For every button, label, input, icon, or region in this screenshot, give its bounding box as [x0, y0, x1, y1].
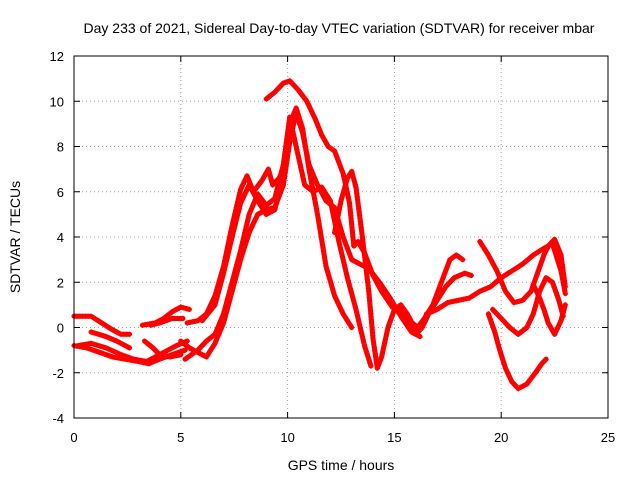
y-tick-label-10: 10 [50, 94, 64, 109]
series-track-16 [477, 236, 568, 306]
x-tick-label-25: 25 [601, 430, 615, 445]
series-line-track-18 [485, 311, 549, 392]
x-tick-label-0: 0 [70, 430, 77, 445]
y-tick-label--2: -2 [52, 366, 64, 381]
series-track-7 [148, 315, 186, 328]
series-markers-track-5 [141, 338, 184, 360]
data-series [71, 78, 568, 392]
series-line-track-10 [184, 166, 286, 326]
series-line-track-8 [178, 110, 423, 360]
y-tick-label-12: 12 [50, 49, 64, 64]
x-tick-label-15: 15 [387, 430, 401, 445]
y-tick-label-4: 4 [57, 230, 64, 245]
series-markers-track-19 [530, 281, 568, 337]
series-markers-track-3 [75, 338, 190, 364]
series-track-8 [178, 110, 423, 360]
series-markers-track-4 [88, 329, 133, 351]
series-track-17 [490, 275, 566, 337]
series-line-track-13 [332, 168, 466, 371]
series-line-track-11 [199, 105, 355, 330]
series-track-12 [263, 78, 421, 331]
series-track-4 [88, 329, 133, 351]
axis-ticks: 0 5 10 15 20 25 -4 -2 0 2 4 6 8 10 12 [50, 49, 616, 445]
x-tick-label-5: 5 [177, 430, 184, 445]
series-markers-track-18 [485, 311, 549, 392]
y-tick-label--4: -4 [52, 411, 64, 426]
series-track-5 [141, 338, 184, 360]
series-track-19 [530, 281, 568, 337]
grid [74, 56, 608, 418]
chart-title: Day 233 of 2021, Sidereal Day-to-day VTE… [84, 20, 595, 36]
series-track-13 [332, 168, 466, 371]
series-track-18 [485, 311, 549, 392]
series-markers-track-10 [184, 166, 286, 326]
series-markers-track-13 [332, 168, 466, 371]
series-track-11 [199, 105, 355, 331]
series-track-6 [139, 304, 192, 328]
y-tick-label-0: 0 [57, 321, 64, 336]
y-axis-label: SDTVAR / TECUs [7, 181, 23, 293]
y-tick-label-8: 8 [57, 140, 64, 155]
series-markers-track-16 [477, 236, 568, 306]
series-track-10 [184, 166, 286, 326]
series-track-3 [75, 338, 190, 364]
y-tick-label-6: 6 [57, 185, 64, 200]
x-tick-label-20: 20 [494, 430, 508, 445]
series-markers-track-11 [199, 105, 355, 331]
y-tick-label-2: 2 [57, 275, 64, 290]
series-markers-track-7 [148, 315, 186, 328]
x-tick-label-10: 10 [280, 430, 294, 445]
series-markers-track-6 [139, 304, 192, 328]
series-markers-track-8 [178, 110, 423, 360]
x-axis-label: GPS time / hours [288, 457, 395, 473]
series-markers-track-12 [263, 78, 421, 331]
